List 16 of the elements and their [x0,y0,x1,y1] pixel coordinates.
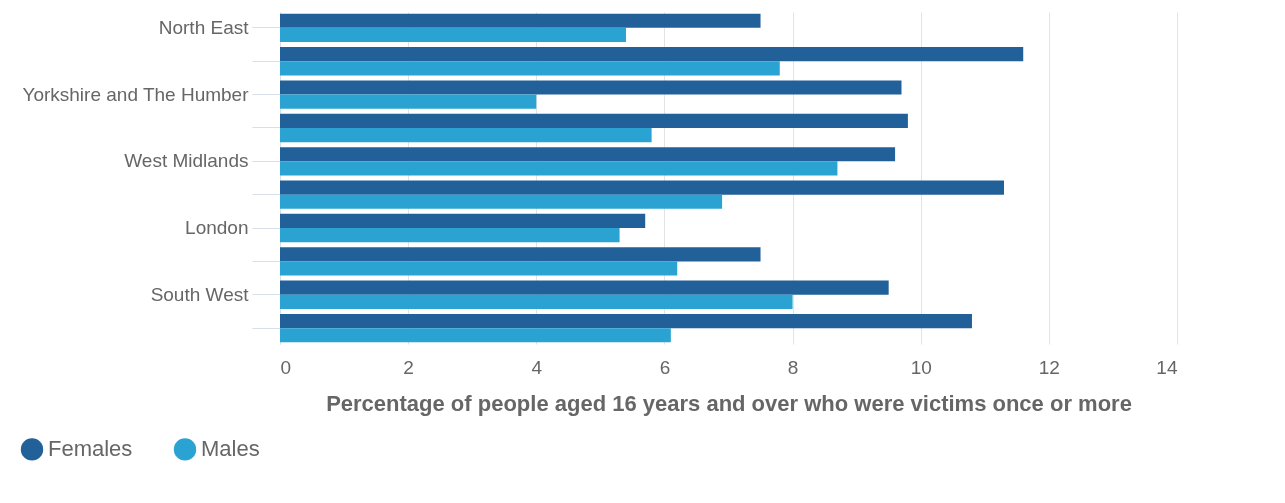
x-tick-label: 0 [280,356,292,378]
y-tick-label: Yorkshire and The Humber [22,83,250,105]
x-tick-label: 10 [910,356,932,378]
x-tick-label: 2 [403,356,414,378]
y-tick-label: North East [158,16,250,38]
x-axis-title: Percentage of people aged 16 years and over who were victims once or more [326,390,1132,416]
x-tick-label: 12 [1038,356,1060,378]
x-tick-label: 8 [787,356,799,378]
legend-label: Females [48,436,133,462]
y-tick-label: South West [150,283,250,305]
y-tick-label: West Midlands [124,150,249,172]
x-tick-label: 6 [659,356,671,378]
y-tick-label: London [185,217,249,239]
x-tick-label: 4 [531,356,543,378]
legend-label: Males [201,436,260,462]
x-tick-label: 14 [1156,356,1178,378]
